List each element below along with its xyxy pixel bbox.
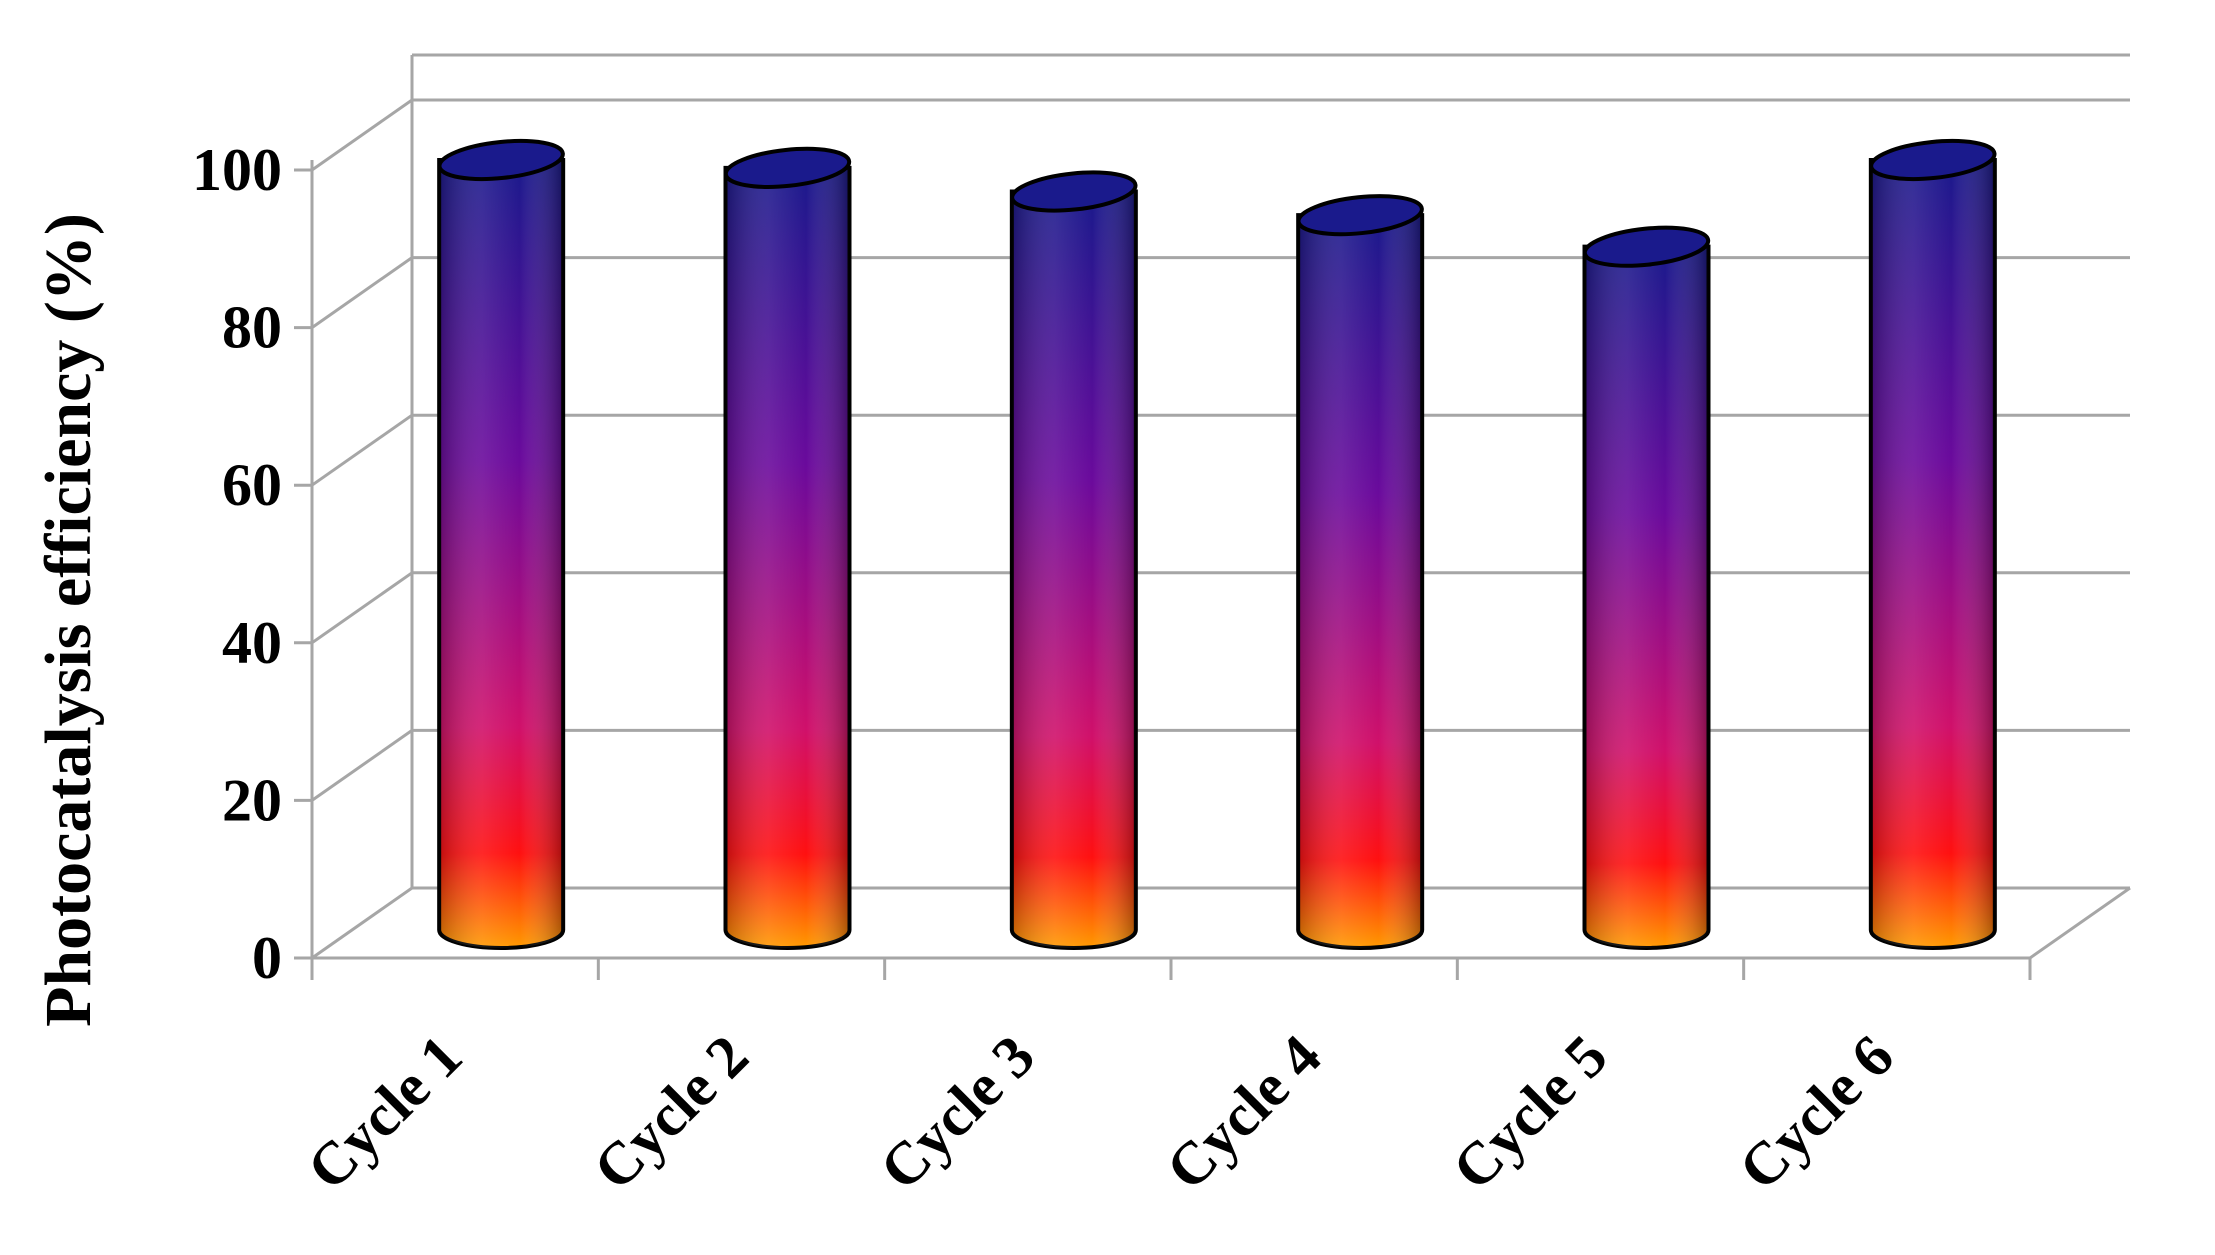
y-tick-label-80: 80 xyxy=(222,295,282,361)
side-gridline-60 xyxy=(311,413,413,487)
x-tick-label-4: Cycle 4 xyxy=(1154,1023,1334,1203)
bar-top-2 xyxy=(723,146,852,189)
bar-top-6 xyxy=(1869,138,1997,182)
side-gridline-40 xyxy=(311,571,413,645)
y-tick-label-60: 60 xyxy=(222,452,282,518)
bar-top-1 xyxy=(437,138,565,182)
x-tick-label-6: Cycle 6 xyxy=(1726,1023,1906,1203)
x-tick-label-1: Cycle 1 xyxy=(295,1023,475,1203)
bar-shade-2 xyxy=(725,167,850,948)
gridlines xyxy=(311,98,2130,960)
y-tick-label-20: 20 xyxy=(222,767,282,833)
bar-5 xyxy=(1582,225,1711,950)
side-gridline-80 xyxy=(311,256,413,329)
y-tick-label-0: 0 xyxy=(252,925,282,991)
x-tick-label-3: Cycle 3 xyxy=(867,1023,1047,1203)
bar-shade-3 xyxy=(1011,191,1136,948)
bar-3 xyxy=(1009,170,1138,950)
x-tick-label-5: Cycle 5 xyxy=(1440,1023,1620,1203)
y-tick-label-40: 40 xyxy=(222,610,282,676)
bar-shade-5 xyxy=(1584,246,1709,948)
bar-1 xyxy=(437,138,566,950)
bar-top-3 xyxy=(1010,170,1138,213)
bar-top-5 xyxy=(1582,225,1711,268)
side-gridline-20 xyxy=(311,729,413,802)
bar-2 xyxy=(723,146,852,950)
bar-shade-1 xyxy=(439,160,564,948)
y-tick-label-100: 100 xyxy=(192,137,282,203)
axes xyxy=(294,53,2131,980)
x-tick-label-2: Cycle 2 xyxy=(581,1023,761,1203)
bar-6 xyxy=(1868,138,1997,950)
floor-right-edge xyxy=(2029,886,2131,960)
bar-shade-4 xyxy=(1298,215,1423,948)
bar-4 xyxy=(1296,194,1425,950)
bar-top-4 xyxy=(1296,194,1424,237)
bars xyxy=(437,138,1997,950)
side-gridline-0 xyxy=(311,886,413,960)
y-axis-title: Photocatalysis efficiency (%) xyxy=(32,213,105,1027)
side-gridline-100 xyxy=(311,98,413,172)
bar-shade-6 xyxy=(1870,160,1995,948)
